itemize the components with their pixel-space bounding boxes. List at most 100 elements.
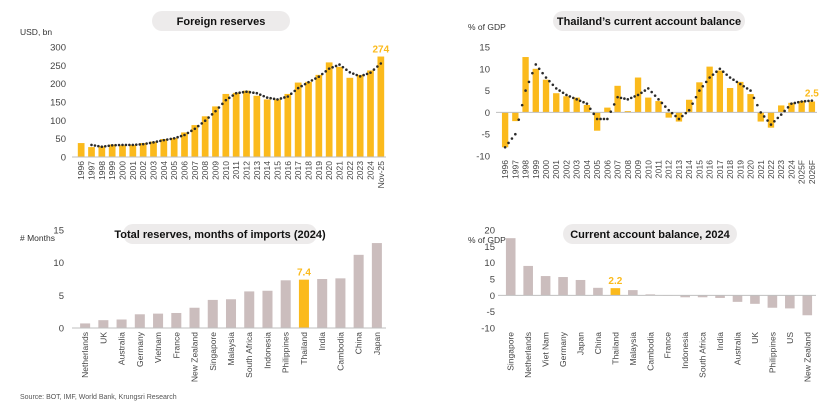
x-tick-label: 2005 xyxy=(592,160,602,179)
y-tick-label: 0 xyxy=(59,324,64,335)
trend-dot xyxy=(602,117,606,121)
x-tick-label: 2018 xyxy=(304,161,314,180)
trend-dot xyxy=(138,143,142,146)
trend-dot xyxy=(114,143,117,147)
bar-1997 xyxy=(512,112,519,122)
bar-Nov-25 xyxy=(377,56,385,157)
x-tick-label: 2004 xyxy=(582,160,592,179)
trend-dot xyxy=(379,62,383,65)
trend-dot xyxy=(790,102,793,105)
y-axis-label: # Months xyxy=(20,233,55,243)
x-tick-label: 2016 xyxy=(283,161,293,180)
trend-dot xyxy=(289,92,293,95)
bar-2011 xyxy=(232,92,240,157)
x-tick-label: China xyxy=(593,332,603,354)
trend-dot xyxy=(117,143,121,147)
bar-Singapore xyxy=(505,238,516,296)
bar-2010 xyxy=(645,97,652,113)
x-tick-label: 2007 xyxy=(613,160,623,179)
trend-dot xyxy=(531,71,534,75)
chart-title: Thailand’s current account balance xyxy=(557,16,741,28)
trend-dot xyxy=(599,117,602,121)
x-tick-label: 2003 xyxy=(149,161,159,180)
bar-2017 xyxy=(294,82,302,157)
trend-dot xyxy=(103,144,107,148)
bar-2013 xyxy=(675,112,683,122)
bar-Indonesia xyxy=(262,290,273,328)
trend-dot xyxy=(766,119,769,122)
trend-dot xyxy=(636,93,640,97)
trend-dot xyxy=(684,111,688,115)
bar-Thailand xyxy=(298,279,309,328)
trend-dot xyxy=(172,137,176,140)
trend-dot xyxy=(609,110,613,113)
x-tick-label: 2005 xyxy=(169,161,179,180)
trend-dot xyxy=(293,89,297,93)
trend-dot xyxy=(203,119,207,122)
chart-current-account-thailand: Thailand’s current account balance % of … xyxy=(468,11,819,184)
trend-dot xyxy=(554,87,558,90)
bar-2019 xyxy=(737,81,744,113)
x-tick-label: China xyxy=(354,332,364,354)
trend-dot xyxy=(97,144,100,148)
bar-2002 xyxy=(139,143,147,157)
y-tick-label: -10 xyxy=(476,152,490,163)
trend-dot xyxy=(752,96,756,100)
trend-dot xyxy=(376,65,379,68)
trend-dot xyxy=(90,143,93,147)
x-tick-label: 2011 xyxy=(654,160,664,179)
trend-dot xyxy=(331,65,334,69)
y-axis-label: % of GDP xyxy=(468,235,506,245)
trend-dot xyxy=(756,103,759,107)
trend-dot xyxy=(269,96,272,100)
x-tick-label: India xyxy=(317,332,327,351)
bar-2024 xyxy=(788,102,795,113)
x-tick-label: US xyxy=(785,332,795,344)
bar-2023 xyxy=(356,74,364,157)
bar-Germany xyxy=(558,277,568,296)
x-tick-label: France xyxy=(171,332,181,359)
y-tick-label: 10 xyxy=(479,64,490,75)
trend-dot xyxy=(568,95,572,98)
trend-dot xyxy=(749,89,752,92)
trend-dot xyxy=(162,138,166,142)
trend-dot xyxy=(667,108,671,112)
trend-dot xyxy=(721,70,725,74)
trend-dot xyxy=(732,78,735,81)
y-axis-label: % of GDP xyxy=(468,22,506,32)
trend-dot xyxy=(190,129,193,133)
trend-dot xyxy=(128,143,131,147)
x-tick-label: 2000 xyxy=(541,160,551,179)
x-tick-label: New Zealand xyxy=(190,332,200,382)
trend-dot xyxy=(134,143,138,146)
title-pill xyxy=(563,224,737,244)
trend-dot xyxy=(677,117,681,121)
bar-China xyxy=(593,287,603,296)
x-tick-label: Australia xyxy=(117,332,127,365)
trend-dot xyxy=(310,79,314,82)
bar-2012 xyxy=(243,90,250,157)
x-tick-label: 2001 xyxy=(551,160,561,179)
chart-reserves-months-imports: Total reserves, months of imports (2024)… xyxy=(20,224,386,382)
trend-dot xyxy=(653,94,657,97)
trend-dot xyxy=(262,94,266,98)
trend-dot xyxy=(643,89,647,92)
bar-Cambodia xyxy=(335,278,346,328)
bar-2003 xyxy=(573,97,580,113)
bar-UK xyxy=(750,295,760,304)
trend-dot xyxy=(578,99,582,103)
trend-dot xyxy=(694,95,698,99)
trend-dot xyxy=(227,96,231,100)
bar-2010 xyxy=(222,93,230,157)
x-tick-label: 2001 xyxy=(128,161,138,180)
bar-Japan xyxy=(575,279,586,296)
x-tick-label: 2002 xyxy=(138,161,148,180)
bar-2007 xyxy=(191,125,199,157)
trend-dot xyxy=(510,137,514,140)
bar-2024 xyxy=(367,70,374,157)
y-tick-label: 15 xyxy=(484,242,495,253)
trend-dot xyxy=(365,72,369,76)
trend-dot xyxy=(589,107,592,111)
title-pill xyxy=(553,11,745,31)
